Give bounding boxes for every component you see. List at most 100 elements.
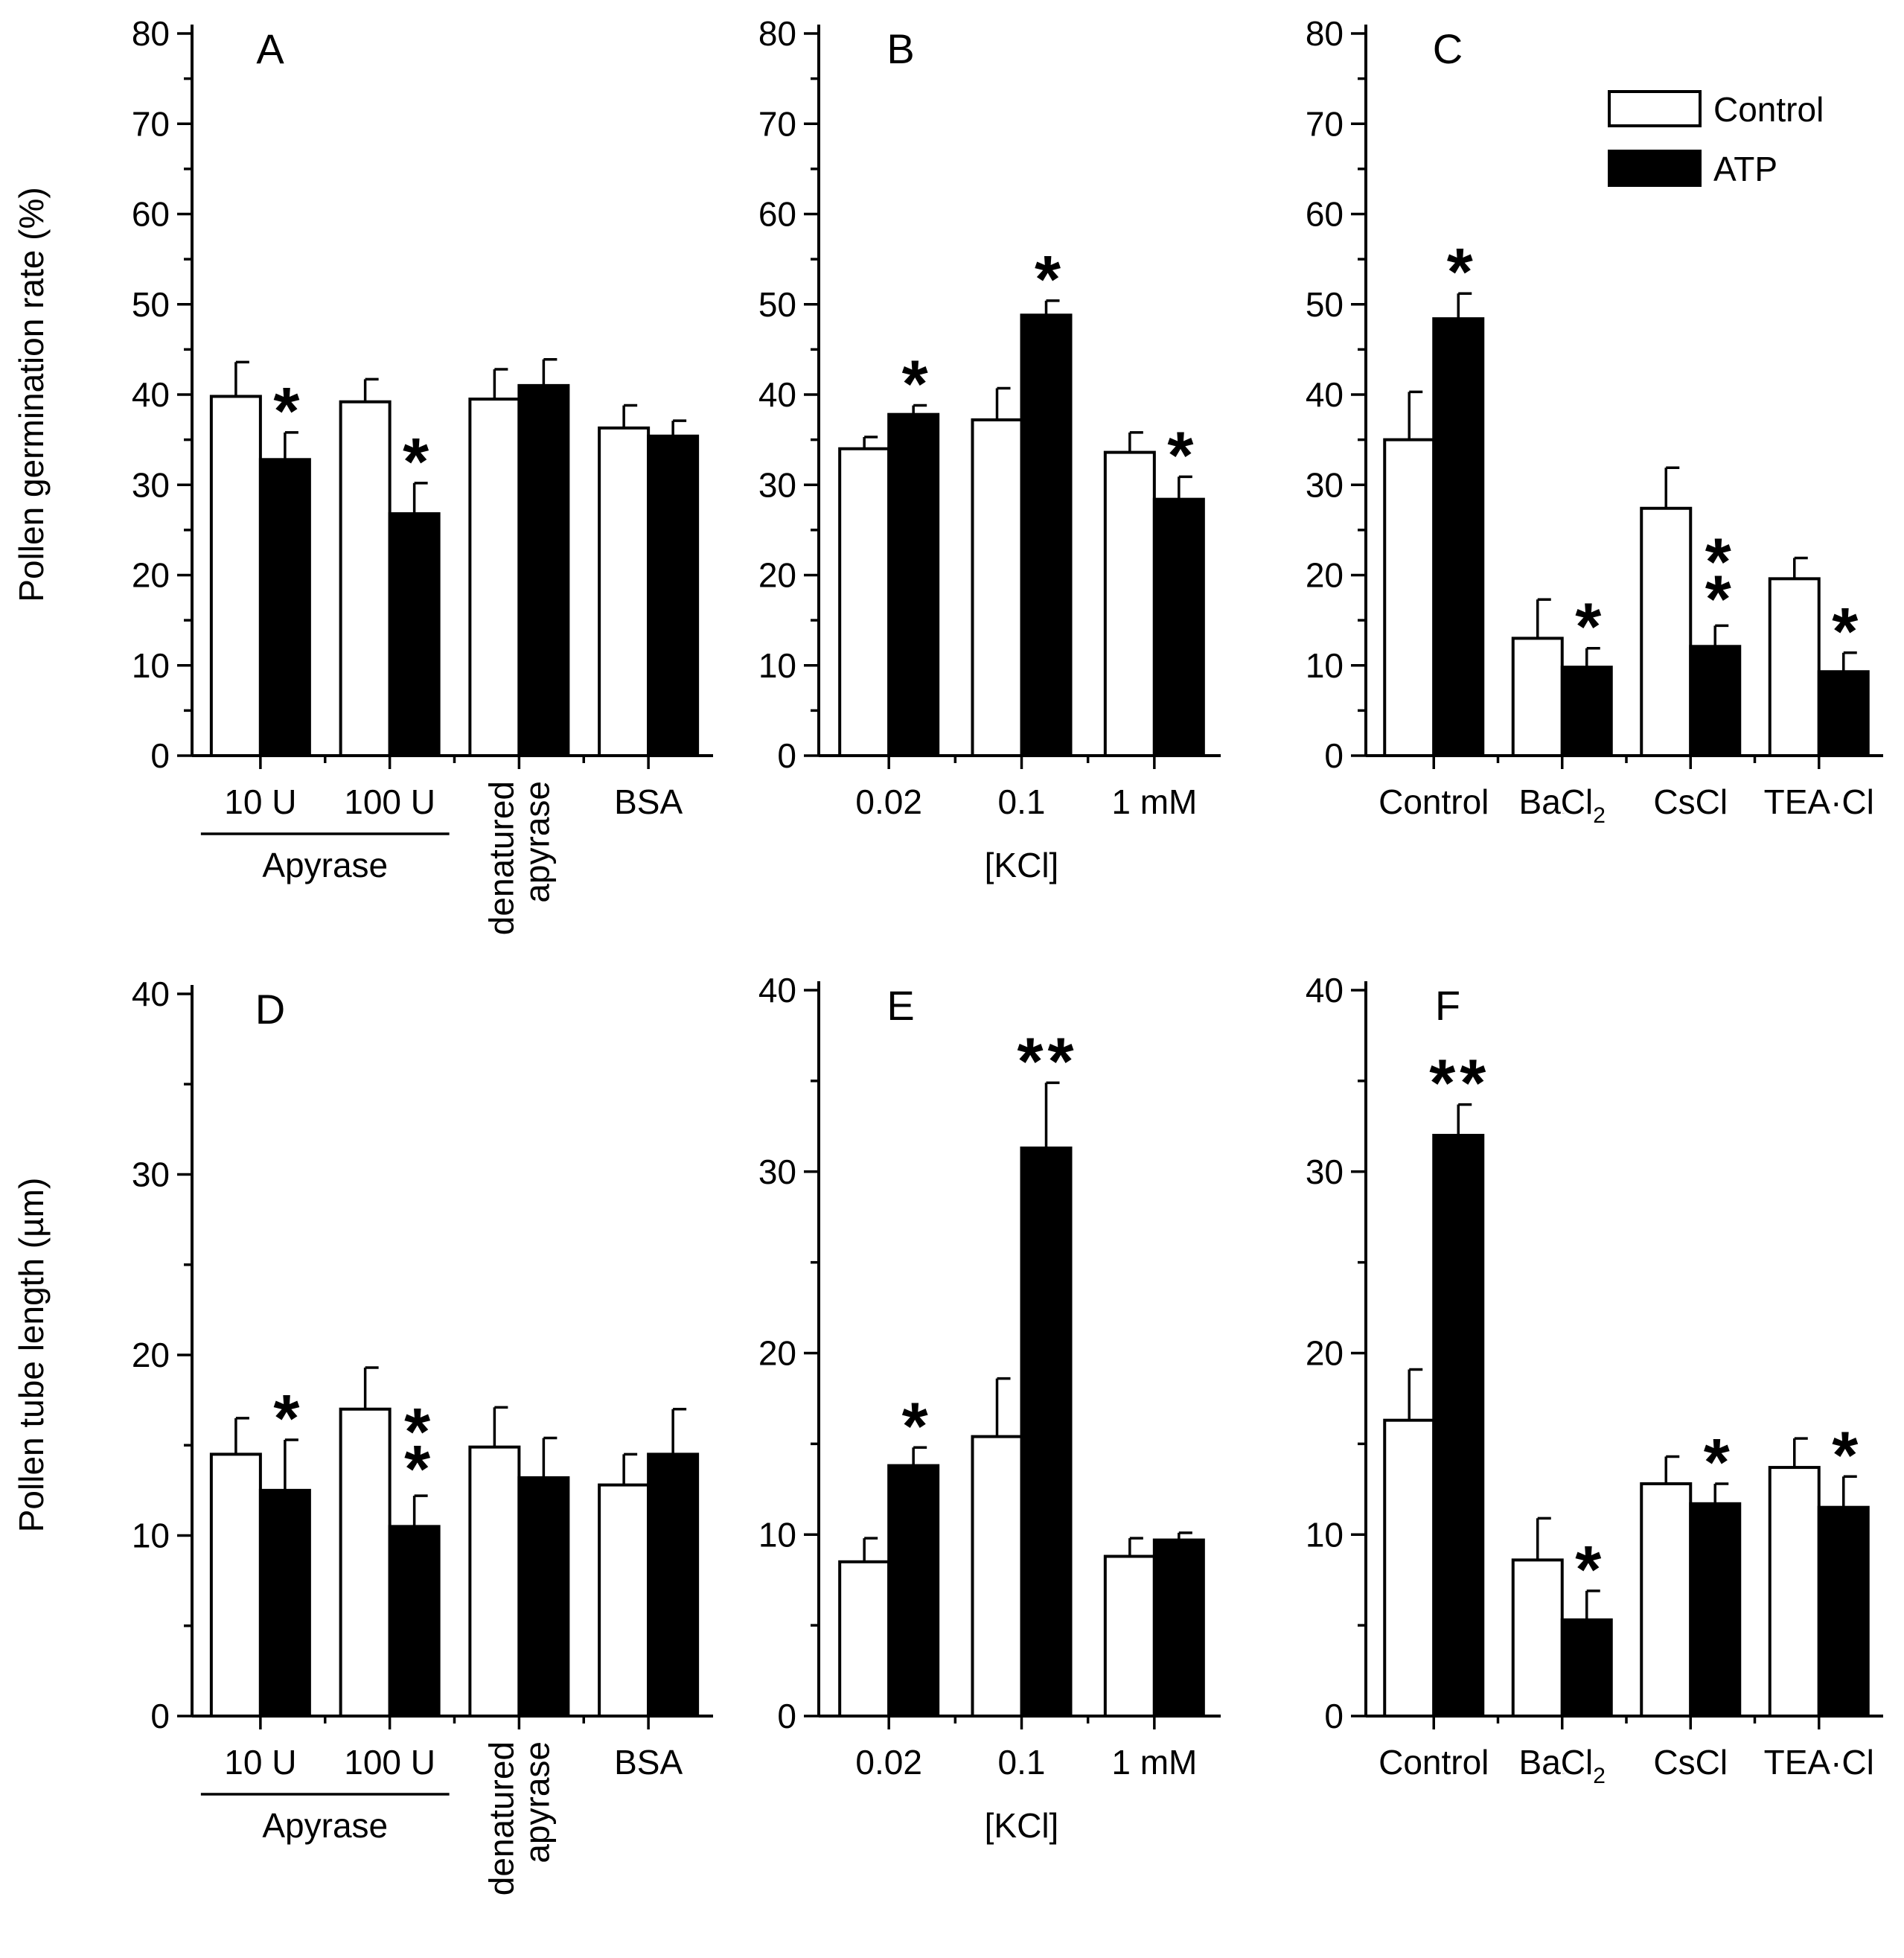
bar-control-3 xyxy=(1768,577,1821,757)
bar-atp-3 xyxy=(647,1452,700,1718)
bar-atp-0 xyxy=(887,412,940,757)
bar-atp-2 xyxy=(1689,1502,1742,1718)
bar-atp-1 xyxy=(388,1525,441,1718)
legend: Control ATP xyxy=(1608,90,1824,188)
y-tick-label: 20 xyxy=(132,1336,170,1374)
bar-control-0 xyxy=(1383,1418,1436,1718)
significance-star-lower: * xyxy=(404,1432,430,1507)
y-tick-label: 20 xyxy=(1306,1334,1344,1373)
y-tick-label: 0 xyxy=(1324,1697,1344,1735)
significance-star: * xyxy=(1704,1426,1730,1500)
y-tick-label: 40 xyxy=(132,375,170,414)
bar-control-0 xyxy=(209,395,262,757)
y-tick-label: 80 xyxy=(132,14,170,53)
x-category-label-line1: denatured xyxy=(482,1741,520,1895)
y-tick-label: 60 xyxy=(758,195,796,234)
bar-control-1 xyxy=(339,1407,392,1718)
x-axis-title: [KCl] xyxy=(985,1806,1059,1845)
bar-control-0 xyxy=(209,1452,262,1718)
y-tick-label: 30 xyxy=(1306,465,1344,504)
significance-star-upper: * xyxy=(1705,525,1731,599)
x-category-label: 0.1 xyxy=(998,782,1046,821)
significance-star: * xyxy=(1167,418,1193,493)
bar-atp-2 xyxy=(1152,1538,1205,1718)
significance-star: * xyxy=(273,374,299,449)
y-tick-label: 0 xyxy=(1324,736,1344,775)
bar-control-2 xyxy=(468,398,521,757)
panel-letter: E xyxy=(886,982,914,1029)
bar-atp-2 xyxy=(517,1476,570,1718)
x-category-label-line1: denatured xyxy=(482,781,520,935)
y-tick-label: 50 xyxy=(132,285,170,324)
y-tick-label: 40 xyxy=(132,975,170,1013)
y-tick-label: 40 xyxy=(758,375,796,414)
y-tick-label: 30 xyxy=(1306,1152,1344,1191)
panel-letter: C xyxy=(1433,25,1463,72)
significance-star: * xyxy=(1832,1418,1858,1493)
y-tick-label: 50 xyxy=(1306,285,1344,324)
bar-control-1 xyxy=(1511,637,1564,757)
x-category-label: 1 mM xyxy=(1111,1743,1197,1782)
y-tick-label: 30 xyxy=(132,1155,170,1194)
y-tick-label: 10 xyxy=(758,1515,796,1554)
bar-atp-3 xyxy=(647,434,700,758)
bar-control-2 xyxy=(468,1445,521,1718)
y-tick-label: 80 xyxy=(1306,14,1344,53)
bar-atp-0 xyxy=(258,1488,311,1718)
significance-star: * xyxy=(273,1382,299,1456)
panel-letter: D xyxy=(255,986,285,1033)
panel-A: 0 10 20 30 40 50 60 70 80 Pollen germination rate… xyxy=(12,14,713,935)
y-tick-label: 40 xyxy=(1306,375,1344,414)
y-tick-label: 60 xyxy=(1306,195,1344,234)
x-category-label: BSA xyxy=(614,1743,683,1782)
bar-atp-2 xyxy=(517,383,570,757)
significance-star: ** xyxy=(1017,1024,1078,1099)
x-category-label: 0.02 xyxy=(855,782,922,821)
y-tick-label: 50 xyxy=(758,285,796,324)
bar-atp-1 xyxy=(1560,1618,1613,1718)
y-tick-label: 20 xyxy=(132,556,170,595)
bar-atp-3 xyxy=(1817,670,1870,757)
bar-control-3 xyxy=(598,1483,651,1718)
bar-atp-0 xyxy=(1432,1134,1485,1718)
significance-star: * xyxy=(902,348,928,422)
bar-atp-0 xyxy=(258,458,311,757)
legend-swatch-control xyxy=(1608,90,1702,127)
significance-star: * xyxy=(1035,243,1061,317)
significance-star-lower: * xyxy=(1705,562,1731,637)
y-tick-label: 0 xyxy=(777,1697,796,1735)
y-tick-label: 70 xyxy=(132,104,170,143)
bar-control-1 xyxy=(971,1435,1023,1718)
y-tick-label: 20 xyxy=(758,1334,796,1373)
significance-star: * xyxy=(1832,595,1858,669)
x-category-label: 100 U xyxy=(344,782,435,821)
group-label: Apyrase xyxy=(262,846,388,884)
legend-label: ATP xyxy=(1713,150,1777,188)
subscript: 2 xyxy=(1593,803,1606,828)
legend-swatch-atp xyxy=(1608,150,1702,187)
x-category-label: BSA xyxy=(614,782,683,821)
x-category-label: TEA·Cl xyxy=(1764,1743,1874,1782)
x-axis-title: [KCl] xyxy=(985,846,1059,884)
significance-star: ** xyxy=(1429,1047,1490,1121)
y-tick-label: 60 xyxy=(132,195,170,234)
y-tick-label: 70 xyxy=(1306,104,1344,143)
bar-atp-2 xyxy=(1152,497,1205,758)
x-category-label: CsCl xyxy=(1653,782,1728,821)
bar-atp-1 xyxy=(1560,666,1613,757)
x-category-label-line2: apyrase xyxy=(517,1741,556,1863)
panel-letter: A xyxy=(256,25,284,72)
significance-star: * xyxy=(902,1389,928,1464)
y-tick-label: 10 xyxy=(132,646,170,685)
bar-atp-1 xyxy=(1020,1147,1073,1718)
bar-control-0 xyxy=(838,1560,891,1718)
y-tick-label: 30 xyxy=(758,1152,796,1191)
y-tick-label: 40 xyxy=(1306,971,1344,1010)
y-tick-label: 0 xyxy=(777,736,796,775)
y-tick-label: 70 xyxy=(758,104,796,143)
x-category-label: 100 U xyxy=(344,1743,435,1782)
x-category-label: 10 U xyxy=(224,1743,296,1782)
